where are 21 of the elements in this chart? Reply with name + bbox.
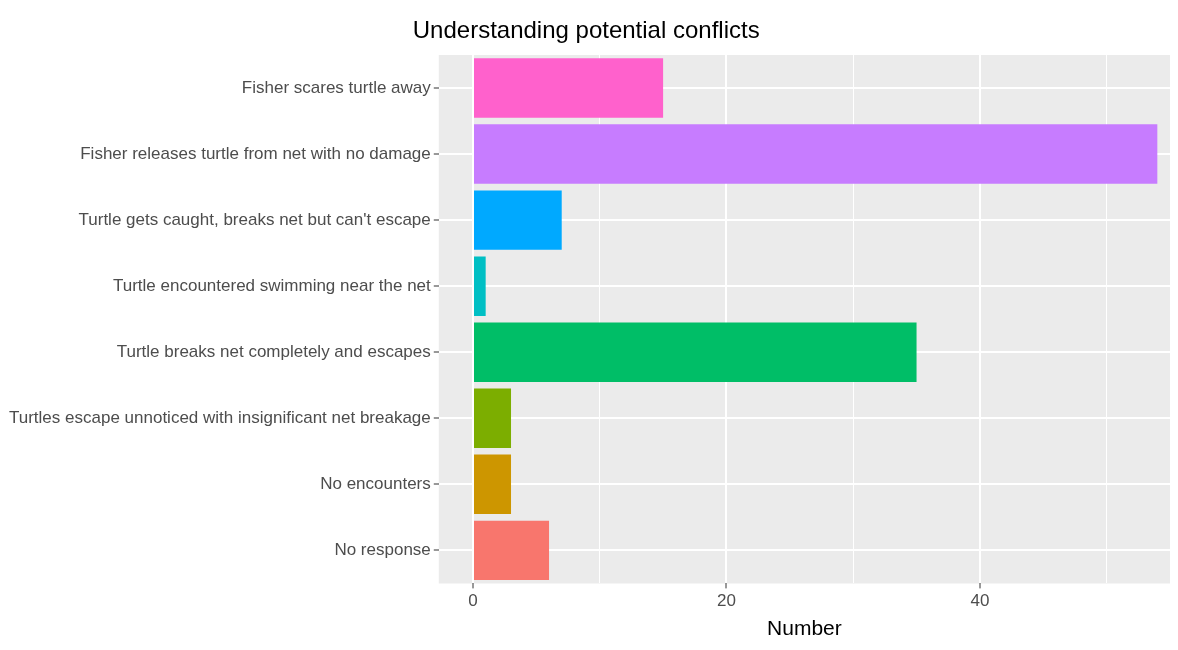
y-tick-label: No encounters [320,474,431,494]
bar [474,322,917,382]
x-tick-label: 0 [468,591,478,611]
bar [474,388,512,448]
y-tick-label: Fisher releases turtle from net with no damage [80,143,431,163]
x-tick-label: 20 [717,591,736,611]
y-tick-label: No response [334,540,431,560]
bar [474,454,512,515]
x-axis-title: Number [767,616,842,640]
y-tick-label: Turtle encountered swimming near the net [112,275,432,295]
bar [474,520,550,581]
y-tick-label: Turtle gets caught, breaks net but can't escape [78,209,431,229]
bar [474,256,486,316]
bar [474,124,1158,184]
x-tick-label: 40 [970,591,990,611]
chart-title: Understanding potential conflicts [412,16,760,43]
y-tick-label: Fisher scares turtle away [241,77,432,97]
y-tick-label: Turtle breaks net completely and escapes [116,341,431,361]
bar [474,190,562,250]
bar [474,58,664,118]
y-tick-label: Turtles escape unnoticed with insignificant net breakage [8,407,431,427]
